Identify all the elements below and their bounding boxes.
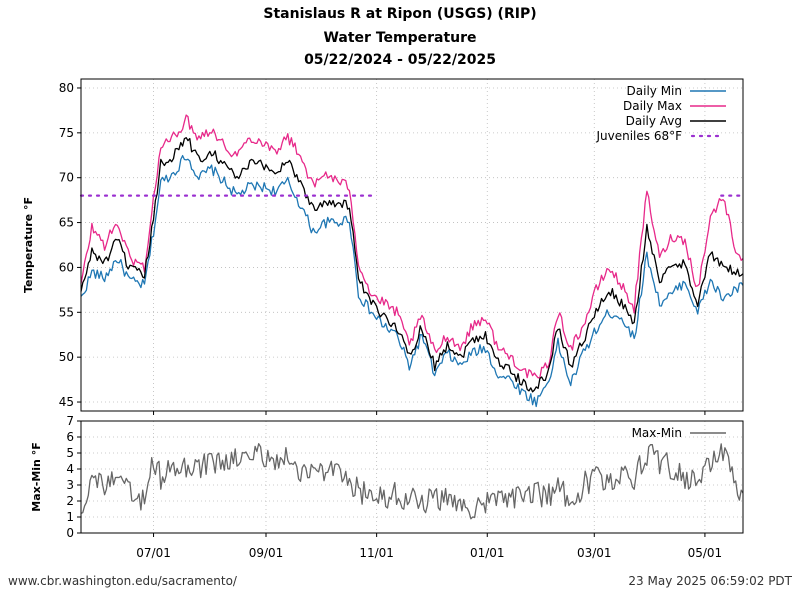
- y-tick-label: 4: [66, 462, 74, 476]
- legend-label-avg: Daily Avg: [626, 114, 682, 128]
- footer-timestamp: 23 May 2025 06:59:02 PDT: [628, 574, 792, 588]
- x-tick-label: 09/01: [249, 546, 284, 560]
- series-line-avg: [80, 137, 744, 393]
- y-tick-label: 2: [66, 494, 74, 508]
- plot-frame: [80, 78, 744, 412]
- legend-label-range: Max-Min: [632, 426, 682, 440]
- y-tick-label: 55: [59, 305, 74, 319]
- y-axis-label: Temperature °F: [22, 197, 35, 293]
- y-axis-label: Max-Min °F: [30, 442, 43, 511]
- y-tick-label: 6: [66, 430, 74, 444]
- x-tick-label: 05/01: [688, 546, 723, 560]
- legend-label-max: Daily Max: [623, 99, 682, 113]
- chart-date-range: 05/22/2024 - 05/22/2025: [304, 52, 496, 68]
- legend-label-min: Daily Min: [627, 84, 682, 98]
- legend-label-threshold: Juveniles 68°F: [595, 129, 682, 143]
- chart-subtitle: Water Temperature: [323, 30, 477, 46]
- range-panel: 0 1 2 3 4 5 6 7 Max-Min °F 07/01 09/01 11/01 01/01 03…: [30, 414, 744, 560]
- footer-url[interactable]: www.cbr.washington.edu/sacramento/: [8, 574, 237, 588]
- plot-frame: [80, 420, 744, 534]
- x-tick-label: 07/01: [136, 546, 171, 560]
- y-tick-label: 80: [59, 81, 74, 95]
- y-tick-label: 5: [66, 446, 74, 460]
- y-tick-label: 45: [59, 395, 74, 409]
- y-tick-label: 0: [66, 526, 74, 540]
- y-tick-label: 50: [59, 350, 74, 364]
- x-tick-label: 01/01: [470, 546, 505, 560]
- x-tick-label: 03/01: [577, 546, 612, 560]
- y-tick-label: 7: [66, 414, 74, 428]
- legend: Max-Min: [632, 426, 726, 440]
- chart-title: Stanislaus R at Ripon (USGS) (RIP): [263, 6, 537, 22]
- series-line-max: [80, 114, 744, 379]
- y-tick-label: 3: [66, 478, 74, 492]
- x-tick-label: 11/01: [359, 546, 394, 560]
- y-tick-label: 1: [66, 510, 74, 524]
- y-tick-label: 75: [59, 126, 74, 140]
- y-tick-label: 70: [59, 171, 74, 185]
- y-tick-label: 60: [59, 260, 74, 274]
- y-tick-label: 65: [59, 216, 74, 230]
- series-line-min: [80, 154, 744, 408]
- series-line-range: [80, 443, 744, 520]
